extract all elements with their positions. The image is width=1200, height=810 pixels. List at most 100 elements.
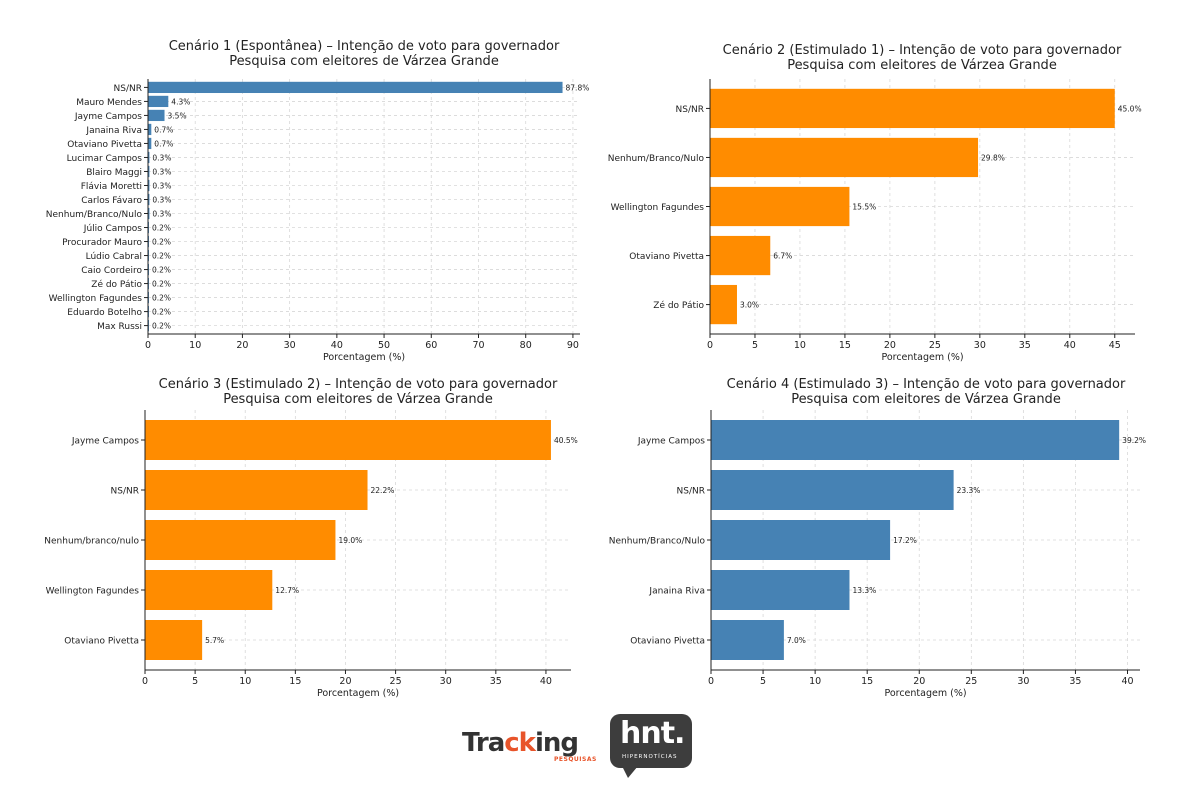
category-label: Otaviano Pivetta — [67, 140, 142, 150]
bar-value-label: 3.0% — [740, 301, 759, 310]
category-label: NS/NR — [114, 84, 142, 94]
hnt-logo-box — [610, 714, 692, 768]
bar — [710, 186, 850, 227]
x-tick-label: 40 — [1064, 340, 1076, 351]
x-tick-label: 30 — [284, 340, 296, 351]
x-tick-label: 25 — [390, 676, 402, 687]
logos: Tracking PESQUISAS hnt. HIPERNOTÍCIAS — [462, 712, 702, 782]
x-tick-label: 25 — [965, 676, 977, 687]
bar-value-label: 19.0% — [338, 536, 362, 545]
bar-value-label: 29.8% — [981, 153, 1005, 162]
bar-value-label: 0.2% — [152, 280, 171, 289]
x-tick-label: 30 — [974, 340, 986, 351]
category-label: Nenhum/branco/nulo — [44, 537, 139, 547]
x-tick-label: 40 — [540, 676, 552, 687]
chart-title: Cenário 3 (Estimulado 2) – Intenção de v… — [159, 377, 558, 392]
x-tick-label: 10 — [794, 340, 806, 351]
x-tick-label: 40 — [331, 340, 343, 351]
category-label: Zé do Pátio — [653, 300, 704, 311]
tracking-logo: Tracking — [462, 728, 579, 758]
x-tick-label: 35 — [1019, 340, 1031, 351]
x-tick-label: 20 — [339, 676, 351, 687]
bar-value-label: 40.5% — [554, 436, 578, 445]
x-tick-label: 45 — [1109, 340, 1121, 351]
tracking-logo-part-c: ing — [534, 728, 579, 758]
x-tick-label: 80 — [520, 340, 532, 351]
bar — [148, 165, 150, 178]
chart-subtitle: Pesquisa com eleitores de Várzea Grande — [229, 54, 499, 69]
category-label: NS/NR — [676, 105, 704, 115]
category-label: Carlos Fávaro — [81, 196, 142, 206]
bar-value-label: 0.3% — [152, 210, 171, 219]
category-label: Jayme Campos — [74, 112, 142, 122]
bar — [148, 193, 150, 206]
category-label: Wellington Fagundes — [46, 587, 140, 597]
bar — [148, 95, 169, 108]
bar-value-label: 12.7% — [275, 586, 299, 595]
chart-subtitle: Pesquisa com eleitores de Várzea Grande — [791, 392, 1061, 407]
chart-cenario-2: Cenário 2 (Estimulado 1) – Intenção de v… — [608, 43, 1142, 363]
bar — [711, 570, 850, 610]
bar-value-label: 13.3% — [852, 586, 876, 595]
category-label: Procurador Mauro — [62, 238, 142, 248]
bar-value-label: 0.2% — [152, 308, 171, 317]
x-axis-label: Porcentagem (%) — [884, 688, 966, 699]
x-tick-label: 35 — [490, 676, 502, 687]
chart-subtitle: Pesquisa com eleitores de Várzea Grande — [223, 392, 493, 407]
x-axis-label: Porcentagem (%) — [317, 688, 399, 699]
chart-cenario-1: Cenário 1 (Espontânea) – Intenção de vot… — [46, 39, 590, 363]
bar-value-label: 17.2% — [893, 536, 917, 545]
category-label: Max Russi — [97, 322, 142, 332]
category-label: Caio Cordeiro — [81, 266, 142, 276]
chart-cenario-3: Cenário 3 (Estimulado 2) – Intenção de v… — [44, 377, 578, 699]
category-label: Otaviano Pivetta — [64, 637, 139, 647]
bar — [710, 235, 771, 276]
bar — [710, 284, 737, 325]
bar-value-label: 0.2% — [152, 252, 171, 261]
category-label: Jayme Campos — [71, 437, 139, 447]
category-label: Flávia Moretti — [81, 182, 142, 192]
tracking-logo-part-b: ck — [504, 728, 536, 758]
x-tick-label: 5 — [760, 676, 766, 687]
bar-value-label: 23.3% — [957, 486, 981, 495]
bar — [145, 420, 551, 460]
bar-value-label: 0.3% — [152, 181, 171, 190]
chart-cenario-4: Cenário 4 (Estimulado 3) – Intenção de v… — [609, 377, 1146, 699]
bar — [145, 470, 368, 510]
bar-value-label: 5.7% — [205, 636, 224, 645]
x-tick-label: 30 — [1017, 676, 1029, 687]
bar — [710, 137, 979, 178]
category-label: Wellington Fagundes — [611, 203, 705, 213]
tracking-logo-part-a: Tra — [462, 728, 505, 758]
x-tick-label: 5 — [192, 676, 198, 687]
x-tick-label: 10 — [239, 676, 251, 687]
category-label: NS/NR — [677, 487, 705, 497]
category-label: Nenhum/Branco/Nulo — [608, 154, 705, 164]
x-tick-label: 0 — [145, 340, 151, 351]
chart-title: Cenário 4 (Estimulado 3) – Intenção de v… — [727, 377, 1126, 392]
category-label: Janaina Riva — [85, 126, 142, 136]
bar — [711, 620, 784, 660]
category-label: Mauro Mendes — [76, 98, 142, 108]
category-label: Blairo Maggi — [86, 168, 142, 178]
bar-value-label: 3.5% — [168, 111, 187, 120]
bar-value-label: 0.2% — [152, 238, 171, 247]
chart-subtitle: Pesquisa com eleitores de Várzea Grande — [787, 58, 1057, 73]
x-tick-label: 15 — [861, 676, 873, 687]
bar-value-label: 0.3% — [152, 195, 171, 204]
bar — [148, 151, 150, 164]
x-tick-label: 20 — [236, 340, 248, 351]
bar-value-label: 0.3% — [152, 167, 171, 176]
x-tick-label: 0 — [708, 676, 714, 687]
bar — [145, 620, 203, 660]
hnt-logo-sub: HIPERNOTÍCIAS — [622, 754, 678, 760]
bar-value-label: 0.3% — [152, 153, 171, 162]
bar — [148, 123, 152, 136]
bar-value-label: 39.2% — [1122, 436, 1146, 445]
bar — [145, 570, 273, 610]
category-label: Wellington Fagundes — [49, 294, 143, 304]
x-tick-label: 15 — [839, 340, 851, 351]
x-axis-label: Porcentagem (%) — [881, 352, 963, 363]
x-tick-label: 70 — [472, 340, 484, 351]
